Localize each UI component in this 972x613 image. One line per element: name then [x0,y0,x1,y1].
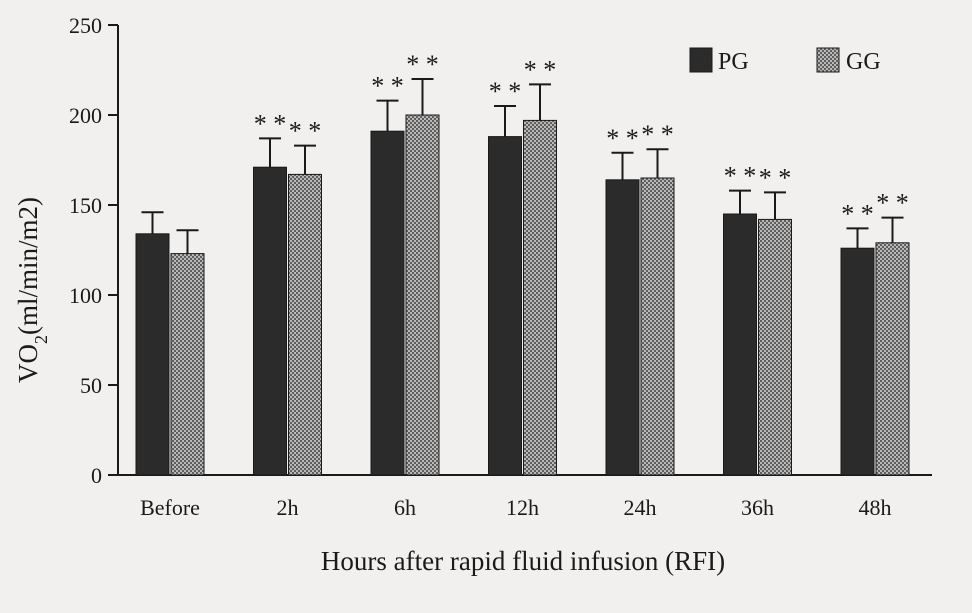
y-axis-title-subscript: 2 [31,335,51,344]
bar-pg [253,166,287,476]
bar-gg [405,114,440,476]
bar-pg [605,179,640,476]
significance-marker-pg: * * [489,77,522,106]
y-axis-title-main: VO [13,344,43,383]
bar-gg [288,173,322,476]
y-tick-label: 50 [80,373,102,398]
significance-marker-pg: * * [606,124,639,153]
significance-marker-pg: * * [841,199,874,228]
y-tick-label: 250 [69,13,102,38]
y-tick-label: 0 [91,463,102,488]
x-axis-title: Hours after rapid fluid infusion (RFI) [321,546,725,576]
x-tick-label: 24h [624,495,657,520]
significance-marker-gg: * * [876,189,909,218]
y-tick-label: 100 [69,283,102,308]
x-tick-label: 12h [506,495,539,520]
legend-label-pg: PG [718,49,749,75]
significance-marker-pg: * * [254,109,287,138]
significance-marker-gg: * * [524,55,557,84]
legend: PG GG [689,47,881,75]
bar-gg [523,119,557,476]
legend-swatch-gg [816,47,840,73]
significance-marker-pg: * * [724,162,757,191]
x-tick-label: Before [140,495,200,520]
bar-gg [875,242,910,476]
bar-pg [840,247,875,476]
y-tick-label: 150 [69,193,102,218]
significance-marker-gg: * * [641,120,674,149]
significance-marker-gg: * * [406,50,439,79]
bar-pg [488,136,522,476]
bar-pg [370,130,405,476]
x-tick-label: 36h [741,495,774,520]
legend-label-gg: GG [846,49,881,75]
x-tick-label: 48h [859,495,892,520]
significance-marker-pg: * * [371,72,404,101]
bar-gg [640,177,675,476]
y-tick-label: 200 [69,103,102,128]
significance-marker-gg: * * [759,163,792,192]
legend-swatch-pg [689,47,713,73]
y-axis-title: VO2(ml/min/m2) [13,197,51,383]
y-axis-title-unit: (ml/min/m2) [13,197,43,335]
x-tick-label: 6h [394,495,416,520]
bar-gg [758,218,792,476]
bar-pg [135,233,170,476]
significance-marker-gg: * * [289,117,322,146]
bar-gg [170,253,205,476]
bar-pg [723,213,757,476]
x-tick-label: 2h [277,495,299,520]
